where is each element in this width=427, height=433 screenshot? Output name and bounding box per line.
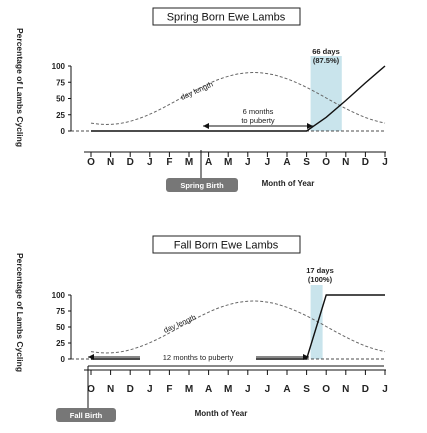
spring-month-label: S [303,157,310,168]
spring-born-panel: Spring Born Ewe Lambs Percentage of Lamb… [15,7,388,192]
fall-onset-annotation: 17 days [306,266,334,275]
fall-month-label: N [107,384,114,395]
spring-onset-annotation: 66 days [312,47,340,56]
spring-interval-label-line2: to puberty [241,116,275,125]
spring-ytick-label: 50 [56,95,65,104]
fall-month-label: J [265,384,271,395]
spring-month-label: F [166,157,172,168]
fall-month-label: S [303,384,310,395]
spring-month-label: N [107,157,114,168]
spring-month-label: J [245,157,251,168]
spring-month-label: M [185,157,193,168]
spring-month-label: O [87,157,95,168]
spring-day-length-curve [90,71,386,126]
fall-ytick-label: 0 [61,355,66,364]
spring-month-label: A [205,157,212,168]
fall-month-label: F [166,384,172,395]
fall-ytick-label: 50 [56,323,65,332]
spring-x-axis-label: Month of Year [262,179,315,188]
fall-cycling-line [91,294,385,360]
spring-ytick-label: 25 [56,111,65,120]
spring-y-axis-label: Percentage of Lambs Cycling [15,28,25,147]
spring-month-label: D [127,157,134,168]
fall-birth-badge [56,408,116,422]
spring-interval-label-line1: 6 months [243,107,274,116]
spring-day-length-label: day length [179,80,214,102]
spring-birth-label: Spring Birth [180,181,224,190]
spring-ytick-label: 100 [52,62,66,71]
fall-x-axis-label: Month of Year [195,409,248,418]
fall-onset-highlight-band [310,285,323,359]
fall-y-axis-label: Percentage of Lambs Cycling [15,253,25,372]
fall-ytick-label: 25 [56,339,65,348]
fall-month-label: J [245,384,251,395]
spring-arrowhead-left [203,123,209,129]
spring-month-label: J [382,157,388,168]
spring-title-box [152,7,301,26]
spring-month-label: D [362,157,369,168]
fall-month-label: D [127,384,134,395]
spring-ytick-label: 75 [56,78,65,87]
fall-title-box [152,235,301,254]
fall-month-label: O [87,384,95,395]
fall-month-label: M [224,384,232,395]
fall-ytick-label: 100 [52,291,66,300]
spring-arrowhead-right [307,123,313,129]
spring-cycling-line [91,65,386,132]
fall-arrowhead-left [88,354,94,360]
fall-interval-label-bg [140,353,256,362]
spring-month-label: N [342,157,349,168]
fall-month-label: A [205,384,212,395]
fall-onset-annotation: (100%) [308,275,333,284]
fall-birth-label: Fall Birth [70,411,103,420]
fall-interval-label: 12 months to puberty [163,353,234,362]
spring-month-label: M [224,157,232,168]
fall-month-label: M [185,384,193,395]
spring-ytick-label: 0 [61,127,66,136]
fall-day-length-label: day length [162,313,197,335]
spring-onset-annotation: (87.5%) [313,56,340,65]
fall-ytick-label: 75 [56,307,65,316]
fall-month-label: N [342,384,349,395]
fall-born-panel: Fall Born Ewe Lambs Percentage of Lambs … [15,235,388,422]
spring-month-label: J [147,157,153,168]
fall-arrowhead-right [303,354,309,360]
fall-chart-title: Fall Born Ewe Lambs [174,240,279,252]
spring-birth-badge [166,178,238,192]
fall-month-label: J [147,384,153,395]
fall-month-label: J [382,384,388,395]
fall-day-length-curve [90,300,386,354]
spring-chart-title: Spring Born Ewe Lambs [167,12,286,24]
spring-month-label: J [265,157,271,168]
spring-onset-highlight-band [310,56,342,131]
fall-month-label: A [283,384,290,395]
fall-month-label: O [322,384,330,395]
spring-month-label: O [322,157,330,168]
fall-month-label: D [362,384,369,395]
spring-month-label: A [283,157,290,168]
